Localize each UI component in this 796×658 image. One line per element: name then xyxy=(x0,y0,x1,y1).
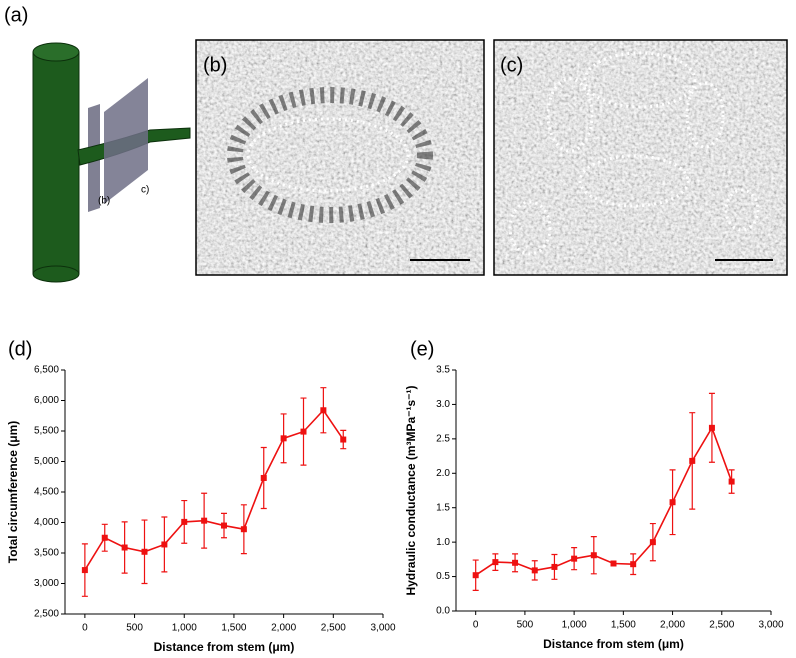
y-tick-label: 3.0 xyxy=(436,399,450,410)
marker xyxy=(610,560,617,567)
y-tick-label: 0.0 xyxy=(436,606,450,617)
y-tick-label: 4,000 xyxy=(34,517,59,528)
marker xyxy=(689,457,696,464)
marker xyxy=(240,526,247,533)
marker xyxy=(630,561,637,568)
panel-label: (b) xyxy=(203,54,227,76)
x-tick-label: 500 xyxy=(517,620,534,631)
marker xyxy=(121,544,128,551)
marker xyxy=(201,517,208,524)
marker xyxy=(472,572,479,579)
y-axis-title: Hydraulic conductance (m³MPa⁻¹s⁻¹) xyxy=(404,385,418,595)
y-tick-label: 5,000 xyxy=(34,456,59,467)
x-axis-title: Distance from stem (μm) xyxy=(154,640,295,654)
marker xyxy=(181,518,188,525)
x-tick-label: 2,000 xyxy=(660,620,685,631)
marker xyxy=(260,474,267,481)
marker xyxy=(280,435,287,442)
marker xyxy=(300,428,307,435)
marker xyxy=(531,567,538,574)
x-tick-label: 3,000 xyxy=(370,623,395,634)
slice-label: c) xyxy=(141,185,149,196)
x-tick-label: 1,500 xyxy=(221,623,246,634)
y-axis-title: Total circumference (μm) xyxy=(6,421,20,564)
marker xyxy=(141,548,148,555)
marker xyxy=(669,499,676,506)
x-tick-label: 0 xyxy=(82,623,88,634)
x-tick-label: 3,000 xyxy=(758,620,783,631)
marker xyxy=(320,407,327,414)
y-tick-label: 0.5 xyxy=(436,571,450,582)
x-tick-label: 1,000 xyxy=(562,620,587,631)
x-axis-title: Distance from stem (μm) xyxy=(543,637,684,651)
x-tick-label: 2,500 xyxy=(321,623,346,634)
y-tick-label: 6,000 xyxy=(34,395,59,406)
marker xyxy=(708,424,715,431)
marker xyxy=(512,559,519,566)
x-tick-label: 500 xyxy=(126,623,143,634)
micrograph: (c) xyxy=(493,39,788,276)
marker xyxy=(492,559,499,566)
y-tick-label: 1.5 xyxy=(436,502,450,513)
marker xyxy=(81,567,88,574)
panel-label: (a) xyxy=(4,4,28,26)
panel-label: (e) xyxy=(410,338,434,360)
y-tick-label: 3,500 xyxy=(34,548,59,559)
y-tick-label: 5,500 xyxy=(34,426,59,437)
marker xyxy=(161,541,168,548)
x-tick-label: 2,500 xyxy=(709,620,734,631)
marker xyxy=(728,478,735,485)
marker xyxy=(221,522,227,529)
x-tick-label: 1,500 xyxy=(611,620,636,631)
y-tick-label: 2.5 xyxy=(436,433,450,444)
data-line xyxy=(475,425,733,576)
marker xyxy=(649,539,656,546)
marker xyxy=(590,552,597,559)
y-tick-label: 2,500 xyxy=(34,609,59,620)
y-tick-label: 6,500 xyxy=(34,365,59,376)
marker xyxy=(340,436,347,443)
x-tick-label: 2,000 xyxy=(271,623,296,634)
y-tick-label: 1.0 xyxy=(436,537,450,548)
marker xyxy=(101,534,108,541)
marker xyxy=(551,563,558,570)
data-line xyxy=(84,408,344,571)
marker xyxy=(571,555,578,562)
x-tick-label: 0 xyxy=(473,620,479,631)
y-tick-label: 3.5 xyxy=(436,365,450,376)
x-tick-label: 1,000 xyxy=(172,623,197,634)
panel-label: (c) xyxy=(500,54,523,76)
schematic: (b) c) xyxy=(32,42,191,283)
micrograph: (b) xyxy=(195,39,485,276)
panel-label: (d) xyxy=(8,338,32,360)
y-tick-label: 2.0 xyxy=(436,468,450,479)
y-tick-label: 3,000 xyxy=(34,578,59,589)
slice-label: (b) xyxy=(98,196,110,207)
y-tick-label: 4,500 xyxy=(34,487,59,498)
